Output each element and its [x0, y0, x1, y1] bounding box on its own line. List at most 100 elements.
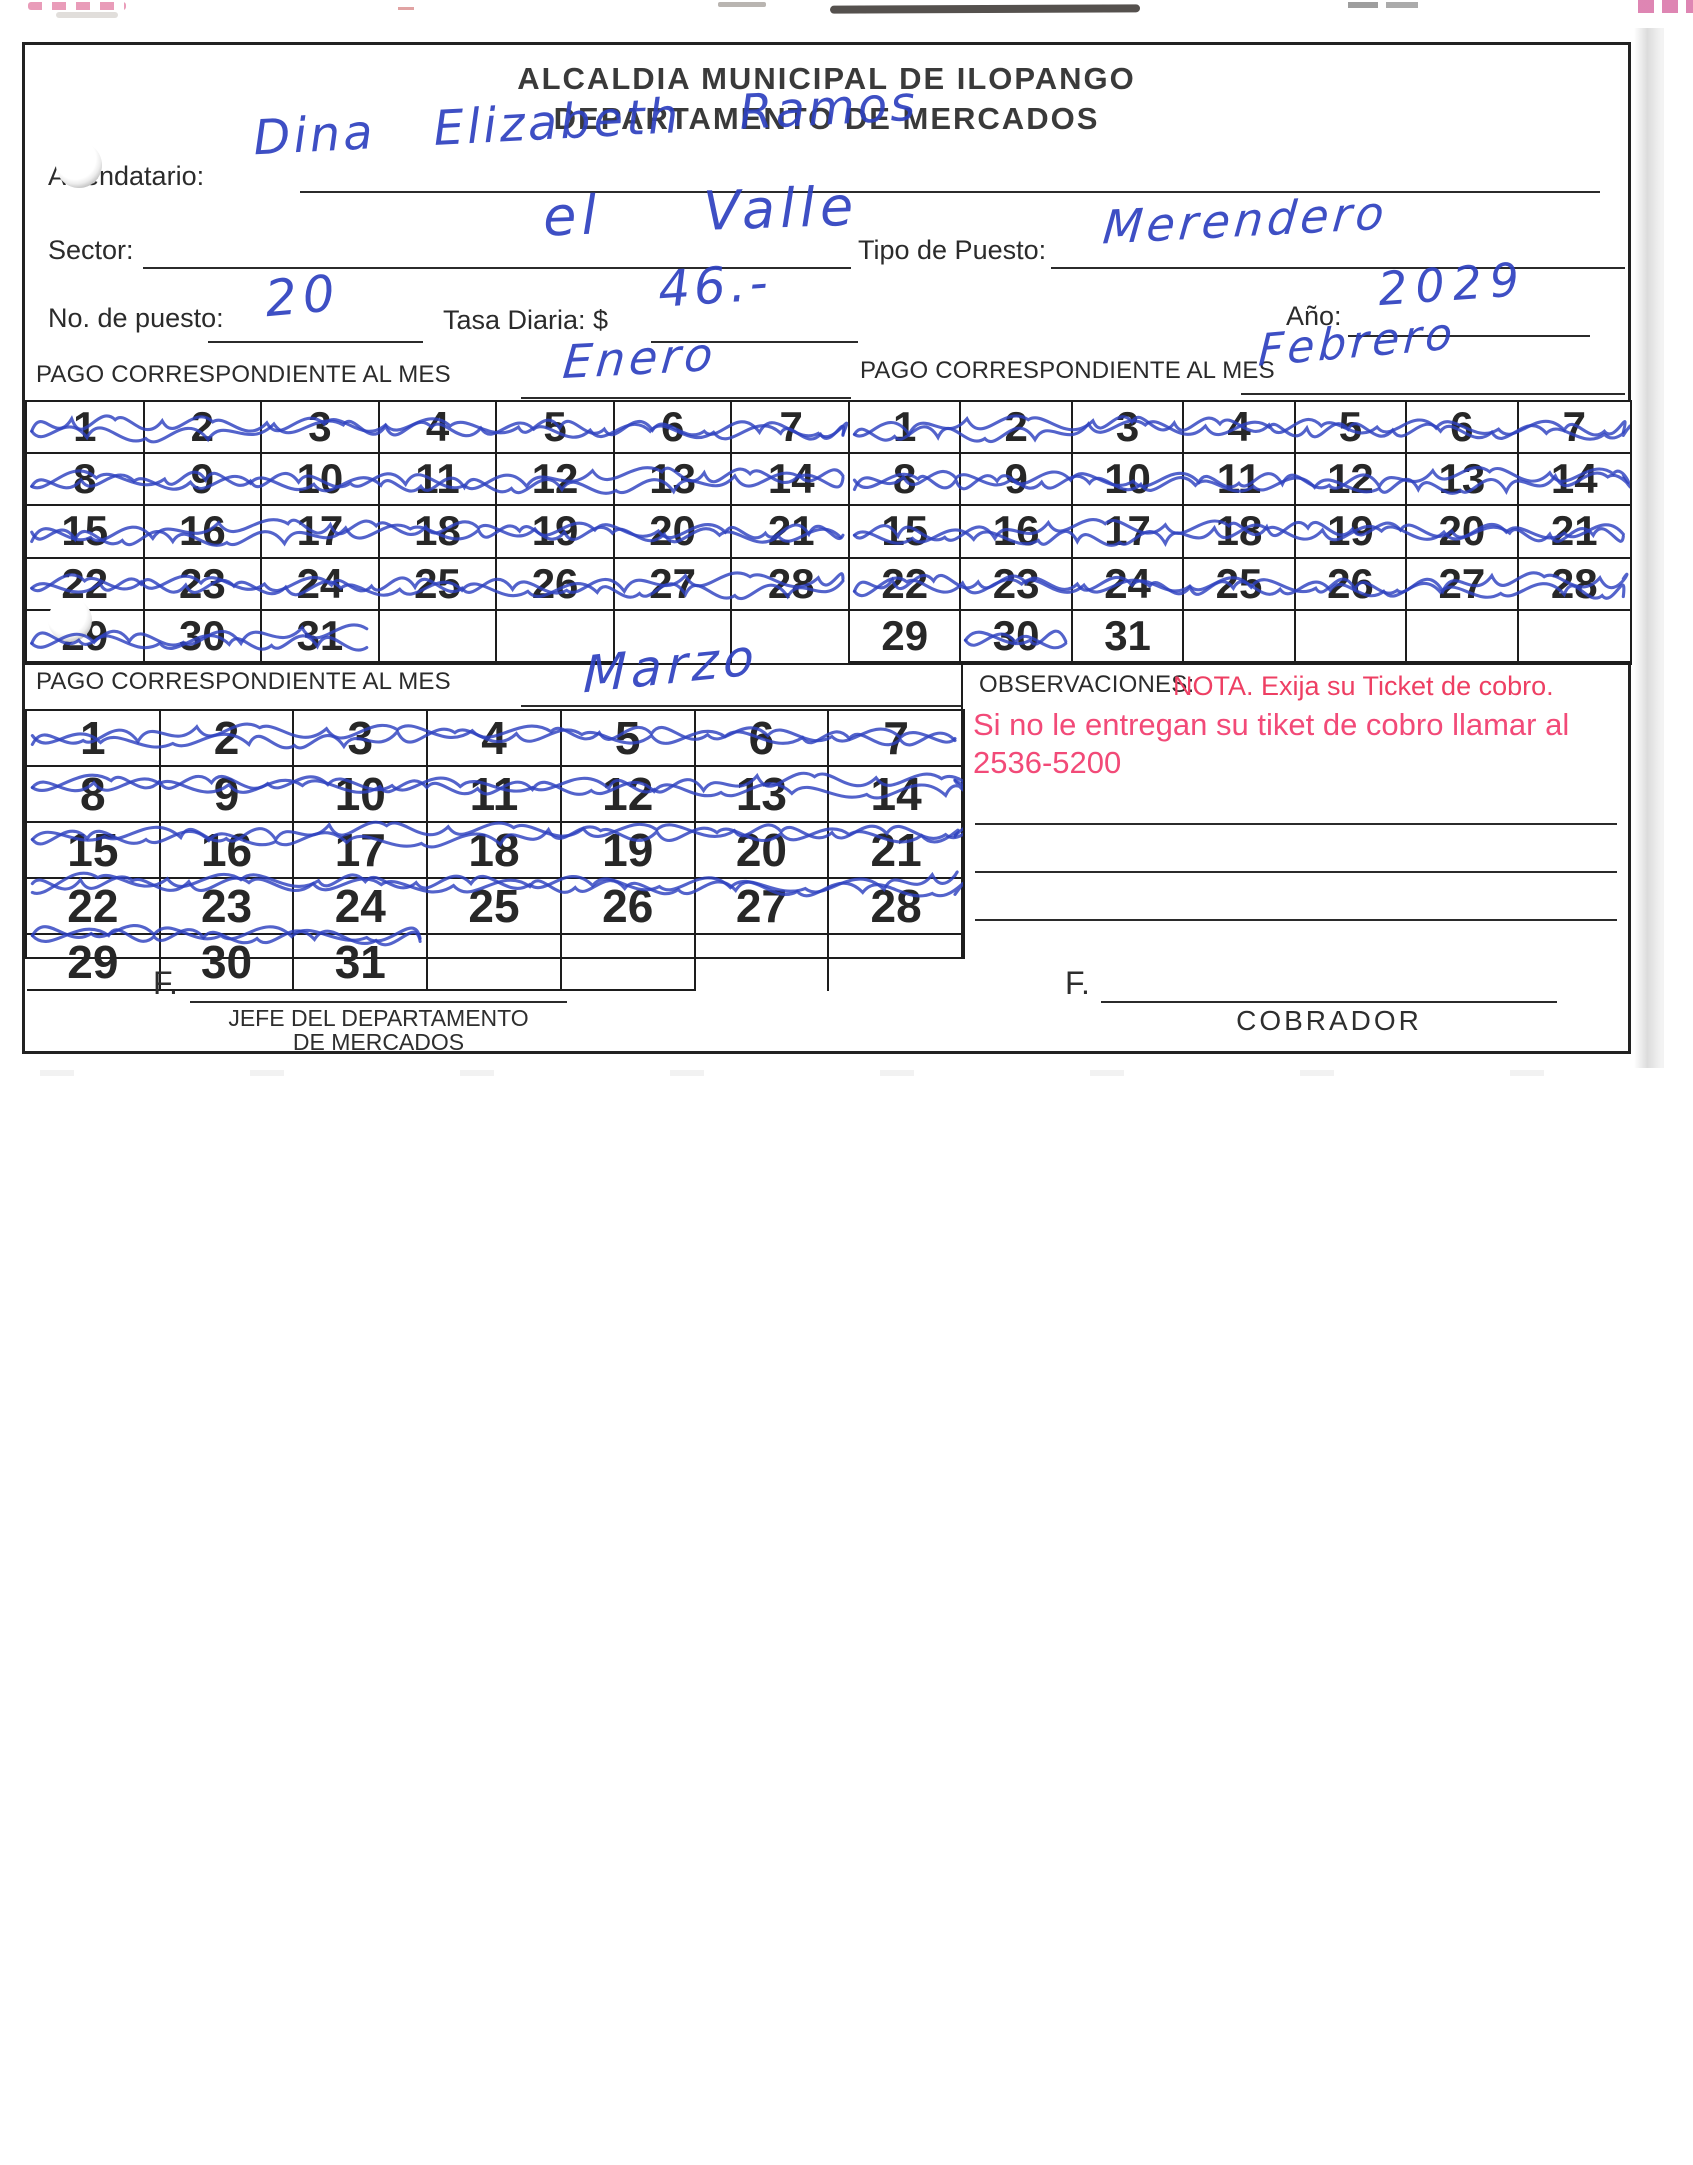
scan-artifact-gray-dashes-right: [1348, 2, 1418, 8]
calendar-day-cell: 31: [1072, 610, 1185, 663]
calendar-day-cell: 25: [379, 558, 498, 611]
calendar-day-cell: 23: [961, 558, 1073, 611]
calendar-day-cell: 15: [850, 506, 962, 559]
calendar-day-cell: 6: [1407, 402, 1519, 455]
calendar-day-cell: 21: [829, 823, 963, 879]
calendar-day-cell: 22: [850, 558, 962, 611]
observaciones-label: OBSERVACIONES:: [979, 671, 1195, 698]
calendar-day-cell: [1407, 610, 1519, 663]
calendar-grid-enero: 1 2 3 4 5 6 7 8 9 10 11 12 13 14 15 16 17 18 19 20 21 22 23 24 2…: [25, 400, 852, 665]
calendar-day-cell: 29: [27, 935, 161, 991]
calendar-day-cell: [1519, 611, 1630, 663]
calendar-day-cell: 25: [1184, 558, 1296, 611]
scan-artifact-smudge-left: [56, 12, 118, 18]
calendar-day-cell: 19: [497, 506, 615, 559]
no-puesto-label: No. de puesto:: [48, 303, 224, 333]
tipo-puesto-label: Tipo de Puesto:: [858, 235, 1047, 265]
calendar-day-cell: 13: [614, 454, 733, 507]
scan-artifact-dark-line: [829, 4, 1141, 14]
calendar-day-cell: 26: [1295, 558, 1408, 611]
calendar-day-cell: 2: [144, 402, 263, 455]
hole-punch-bottom: [48, 598, 92, 642]
calendar-day-cell: 13: [695, 767, 830, 823]
calendar-day-cell: 5: [1295, 402, 1408, 455]
observaciones-blank-line-3: [975, 919, 1617, 921]
signature-line-right: [1101, 1001, 1557, 1003]
calendar-day-cell: 18: [1184, 506, 1296, 559]
calendar-day-cell: [1295, 610, 1408, 663]
scan-artifact-red-tick: [398, 7, 414, 10]
calendar-day-cell: [379, 610, 498, 663]
calendar-day-cell: 26: [561, 879, 696, 935]
calendar-day-cell: 23: [144, 558, 263, 611]
calendar-day-cell: 20: [695, 823, 830, 879]
tasa-diaria-underline: [651, 341, 858, 343]
handwritten-no-puesto: 20: [262, 263, 344, 329]
calendar-day-cell: 2: [961, 402, 1073, 455]
calendar-day-cell: 11: [379, 454, 498, 507]
calendar-day-cell: 3: [294, 711, 429, 767]
calendar-day-cell: 28: [1518, 559, 1630, 611]
pago-mes-underline-2: [1241, 393, 1625, 395]
calendar-day-cell: 4: [379, 402, 498, 455]
handwritten-tasa-diaria: 46.-: [656, 253, 774, 319]
calendar-day-cell: 31: [262, 610, 380, 663]
calendar-day-cell: 30: [160, 935, 295, 991]
handwritten-sector: el Valle: [541, 174, 860, 249]
calendar-day-cell: 5: [561, 711, 696, 767]
calendar-day-cell: 11: [428, 767, 562, 823]
pago-mes-label-2: PAGO CORRESPONDIENTE AL MES: [860, 357, 1275, 384]
calendar-day-cell: 8: [27, 454, 145, 507]
calendar-day-cell: 2: [160, 711, 295, 767]
observaciones-blank-line-1: [975, 823, 1617, 825]
sector-underline: [143, 267, 851, 269]
cobrador-role-label: COBRADOR: [1236, 1005, 1422, 1036]
calendar-day-cell: 9: [160, 767, 295, 823]
calendar-day-cell: [561, 935, 696, 991]
anio-label: Año:: [1286, 301, 1342, 331]
nota-line2-text: Si no le entregan su tiket de cobro llam…: [973, 707, 1570, 742]
calendar-day-cell: 28: [829, 879, 963, 935]
handwritten-tipo-puesto: Merendero: [1100, 185, 1391, 255]
calendar-day-cell: 8: [27, 767, 161, 823]
jefe-role-line1: JEFE DEL DEPARTAMENTO: [228, 1005, 529, 1031]
nota-phone-number: 2536-5200: [973, 745, 1122, 780]
calendar-day-cell: 29: [850, 610, 962, 663]
calendar-day-cell: 9: [144, 454, 263, 507]
calendar-day-cell: 12: [497, 454, 615, 507]
calendar-day-cell: 17: [294, 823, 429, 879]
signature-line-left: [190, 1001, 567, 1003]
calendar-grid-marzo: 1 2 3 4 5 6 7 8 9 10 11 12 13 14 15 16 17 18 19 20 21 22 23 24 2…: [25, 709, 965, 991]
calendar-day-cell: 14: [732, 454, 850, 507]
calendar-day-cell: 11: [1184, 454, 1296, 507]
pago-mes-label-1: PAGO CORRESPONDIENTE AL MES: [36, 361, 451, 388]
calendar-day-cell: [428, 935, 562, 991]
calendar-day-cell: 10: [1072, 454, 1185, 507]
calendar-day-cell: 12: [561, 767, 696, 823]
calendar-day-cell: 14: [1518, 454, 1630, 507]
calendar-day-cell: 10: [294, 767, 429, 823]
tasa-diaria-label: Tasa Diaria: $: [443, 305, 609, 335]
calendar-day-cell: 1: [27, 711, 161, 767]
hole-punch-top: [56, 142, 102, 188]
calendar-day-cell: 22: [27, 558, 145, 611]
pago-mes-underline-3: [521, 705, 961, 707]
anio-underline: [1348, 335, 1590, 337]
calendar-day-cell: 27: [1407, 558, 1519, 611]
calendar-day-cell: 14: [829, 767, 963, 823]
calendar-day-cell: 20: [614, 506, 733, 559]
pago-mes-underline-1: [521, 397, 851, 399]
jefe-role-line2: DE MERCADOS: [292, 1029, 465, 1055]
observaciones-blank-line-2: [975, 871, 1617, 873]
calendar-day-cell: 28: [732, 559, 850, 611]
calendar-day-cell: 12: [1295, 454, 1408, 507]
calendar-day-cell: [829, 935, 963, 991]
calendar-day-cell: [696, 935, 830, 991]
paper-edge-shadow: [1634, 28, 1664, 1068]
calendar-day-cell: 9: [961, 454, 1073, 507]
calendar-day-cell: 10: [262, 454, 380, 507]
calendar-day-cell: 8: [850, 454, 962, 507]
observaciones-box: OBSERVACIONES: NOTA. Exija su Ticket de …: [961, 661, 1630, 957]
calendar-day-cell: 13: [1407, 454, 1519, 507]
market-payment-form: ALCALDIA MUNICIPAL DE ILOPANGO DEPARTAME…: [22, 42, 1632, 1055]
